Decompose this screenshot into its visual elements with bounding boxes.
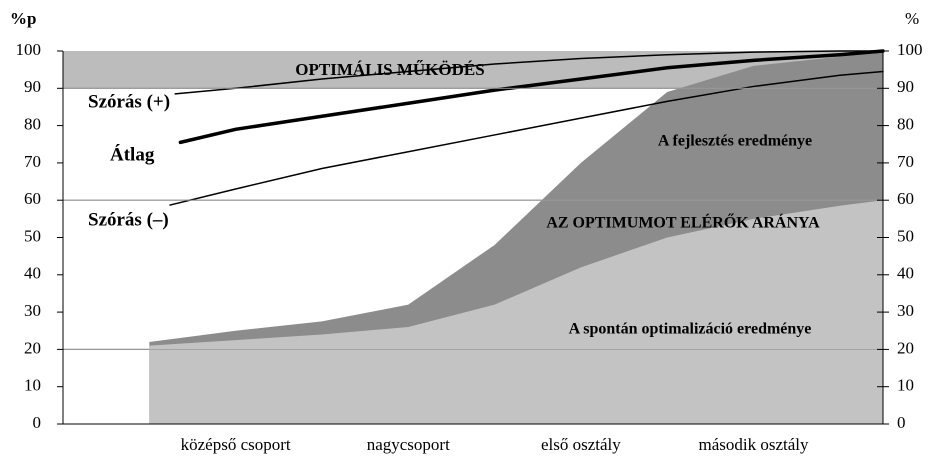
y2-tick-label: 20	[897, 338, 914, 357]
x-tick-label: második osztály	[699, 435, 810, 454]
series-label: Szórás (–)	[88, 209, 169, 230]
y2-tick-label: 10	[897, 376, 914, 395]
line	[174, 50, 884, 95]
y2-tick-label: 60	[897, 189, 914, 208]
y-tick-label: 10	[24, 376, 41, 395]
y-tick-label: 80	[24, 115, 41, 134]
y2-tick-label: 30	[897, 301, 914, 320]
y2-tick-label: 100	[897, 40, 923, 59]
y-tick-label: 70	[24, 152, 41, 171]
y-tick-label: 20	[24, 338, 41, 357]
line	[178, 49, 885, 145]
band-label: OPTIMÁLIS MŰKÖDÉS	[295, 60, 484, 79]
y-axis-label: %p	[10, 9, 36, 28]
y-tick-label: 40	[24, 264, 41, 283]
y2-tick-label: 80	[897, 115, 914, 134]
y-tick-label: 60	[24, 189, 41, 208]
y-tick-label: 0	[33, 413, 42, 432]
y2-axis-label: %	[905, 9, 919, 28]
y-tick-label: 50	[24, 226, 41, 245]
area	[149, 200, 883, 424]
annotation: AZ OPTIMUMOT ELÉRŐK ARÁNYA	[546, 213, 820, 232]
series-label: A spontán optimalizáció eredménye	[569, 321, 812, 338]
y-tick-label: 90	[24, 77, 41, 96]
x-tick-label: első osztály	[541, 435, 621, 454]
series-label: A fejlesztés eredménye	[658, 133, 812, 150]
y2-tick-label: 90	[897, 77, 914, 96]
series-label: Szórás (+)	[88, 91, 170, 112]
x-tick-label: nagycsoport	[367, 435, 450, 454]
y2-tick-label: 0	[897, 413, 906, 432]
series-label: Átlag	[110, 143, 155, 165]
y2-tick-label: 50	[897, 226, 914, 245]
y2-tick-label: 70	[897, 152, 914, 171]
y-tick-label: 100	[16, 40, 42, 59]
y2-tick-label: 40	[897, 264, 914, 283]
x-tick-label: középső csoport	[181, 435, 291, 454]
line	[169, 70, 884, 206]
y-tick-label: 30	[24, 301, 41, 320]
